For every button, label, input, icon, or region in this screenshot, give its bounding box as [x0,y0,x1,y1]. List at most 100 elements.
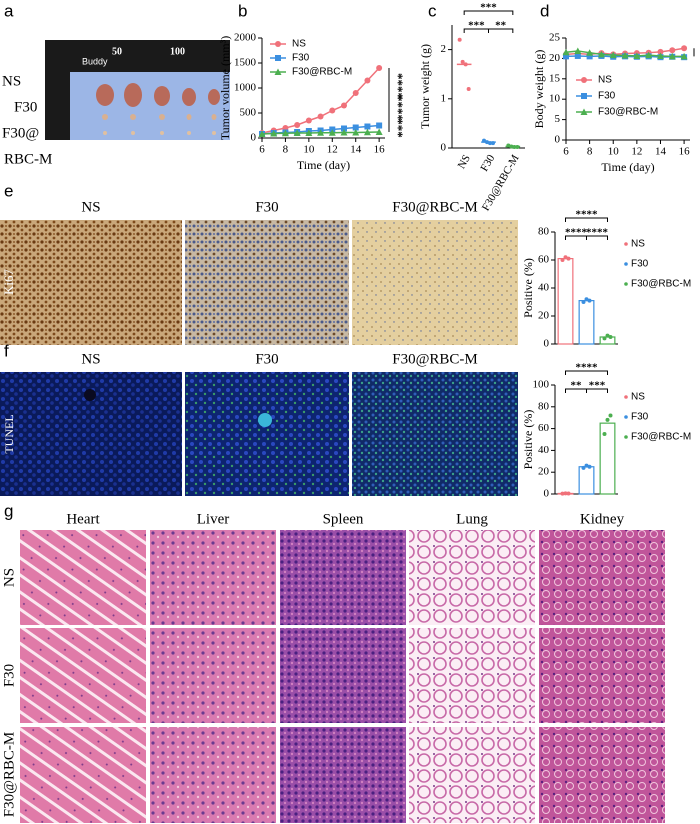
marker [375,128,383,135]
marker [680,52,688,60]
data-point [584,463,589,468]
x-tick-label: 8 [587,146,593,158]
photo-tray [70,72,230,140]
histology-image [539,727,665,823]
bar [599,336,616,345]
ki67-image [0,220,182,345]
marker [376,122,383,129]
legend-marker [624,435,628,439]
histology-image [150,628,276,723]
histology-column-label: Lung [456,511,488,527]
y-tick-label: 0 [441,142,447,154]
photo-row-label: NS [2,73,21,89]
tunel-row-label: TUNEL [2,414,16,453]
y-axis-label: Tumor volume (mm³) [218,36,232,141]
marker [305,117,312,124]
histology-image [409,727,535,823]
data-point [563,255,568,260]
marker [574,47,582,55]
y-tick-label: 500 [240,107,257,119]
bracket [463,10,514,15]
x-tick-label: 14 [655,146,667,158]
legend-label: F30 [631,259,649,270]
data-point [466,86,471,91]
legend-marker [581,93,587,99]
annotation: *** [589,380,606,392]
annotation: ** [495,20,507,32]
x-tick-label: 16 [679,146,691,158]
marker [574,52,581,59]
y-axis-label: Positive (%) [521,258,535,318]
legend-label: F30@RBC-M [631,279,691,290]
marker [364,123,371,130]
x-tick-label: 6 [563,146,569,158]
y-tick-label: 1 [441,92,447,104]
data-point [457,37,462,42]
data-point [581,465,586,470]
histology-column-label: Heart [66,511,100,527]
histology-image [280,628,406,723]
annotation: **** [565,227,588,239]
bracket [488,28,514,33]
ruler-text: Buddy [82,56,108,66]
histology-image [409,530,535,625]
annotation: **** [576,362,599,374]
ruler-text: 100 [170,46,185,57]
marker [586,53,593,60]
legend-marker [275,55,281,61]
y-tick-label: 1000 [234,82,257,94]
bracket [565,370,608,375]
marker [681,45,688,52]
ki67-image [185,220,349,345]
data-point [581,300,586,304]
data-point [608,413,613,418]
x-tick-label: 12 [631,146,642,158]
series-line [261,67,380,134]
legend-marker [624,415,628,419]
y-tick-label: 60 [538,254,550,266]
legend-label: F30@RBC-M [292,67,352,78]
panel-letter: a [4,1,14,20]
marker [340,129,348,136]
bar [557,258,574,345]
histology-image [20,727,146,823]
histology-image [539,530,665,625]
ki67-column-label: F30 [255,199,278,215]
annotation: *** [480,2,497,14]
annotation: **** [391,73,406,99]
bracket [586,388,608,393]
y-tick-label: 0 [555,134,561,146]
marker [645,51,653,59]
data-point [563,491,568,496]
y-tick-label: 0 [544,488,550,500]
bar [578,466,595,495]
marker [633,52,641,59]
histology-image [150,727,276,823]
histology-image [20,628,146,723]
marker [363,128,371,136]
x-axis-label: Time (day) [601,160,654,174]
x-tick-label: 16 [374,144,386,156]
tunel-column-label: F30 [255,351,278,367]
y-tick-label: 2000 [234,32,257,44]
legend-label: NS [292,39,306,50]
legend-label: F30@RBC-M [598,107,658,118]
marker [317,129,325,136]
histology-image [20,530,146,625]
annotation: **** [576,209,599,221]
y-tick-label: 0 [544,338,550,350]
legend-marker [274,68,282,75]
x-tick-label: 12 [327,144,338,156]
data-point [560,491,565,496]
marker [341,102,347,109]
x-tick-label: 6 [259,144,265,156]
marker [364,77,371,84]
marker [281,129,289,137]
tumors [96,83,220,135]
photo-row-label: RBC-M [4,151,52,167]
marker [352,129,360,136]
legend-marker [624,395,628,399]
data-point [566,256,571,261]
y-tick-label: 40 [538,444,550,456]
data-point [602,432,607,437]
